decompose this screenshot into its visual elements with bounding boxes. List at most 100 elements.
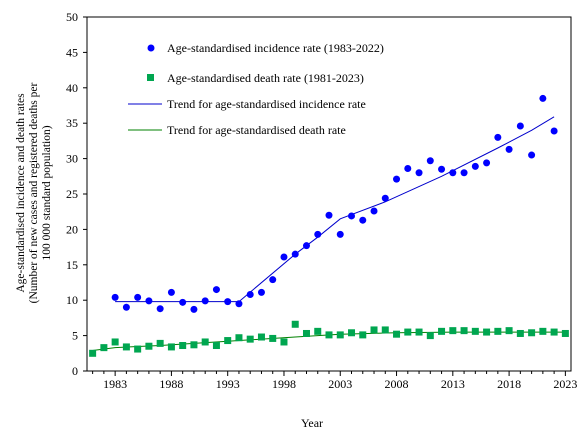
death-point [359, 331, 367, 339]
incidence-point [550, 127, 558, 135]
death-point [348, 329, 356, 337]
incidence-point [156, 305, 164, 313]
incidence-point [302, 242, 310, 250]
x-tick-label: 2018 [497, 377, 521, 391]
x-tick-label: 2013 [441, 377, 465, 391]
death-point [483, 328, 491, 336]
legend-marker-death [147, 74, 154, 81]
death-point [426, 332, 434, 340]
death-point [528, 329, 536, 337]
death-point [471, 327, 479, 335]
death-point [381, 326, 389, 334]
death-point [449, 327, 457, 335]
death-point [550, 328, 558, 336]
y-tick-label: 50 [66, 10, 78, 24]
incidence-point [393, 175, 401, 183]
incidence-point [134, 293, 142, 301]
y-tick-label: 10 [66, 293, 78, 307]
y-tick-label: 5 [72, 329, 78, 343]
x-tick-label: 2003 [328, 377, 352, 391]
death-point [393, 330, 401, 338]
incidence-point [348, 212, 356, 220]
legend: Age-standardised incidence rate (1983-20… [128, 41, 384, 137]
y-tick-label: 30 [66, 152, 78, 166]
incidence-point [539, 94, 547, 102]
incidence-point [212, 286, 220, 294]
incidence-point [449, 169, 457, 177]
incidence-point [438, 165, 446, 173]
x-tick-label: 1993 [216, 377, 240, 391]
death-point [156, 339, 164, 347]
y-axis-label-line-2: (Number of new cases and registered deat… [28, 83, 40, 304]
y-axis-label: Age-standardised incidence and death rat… [15, 83, 53, 304]
incidence-point [516, 122, 524, 130]
incidence-trend-line [115, 116, 555, 303]
death-point [494, 327, 502, 335]
incidence-point [359, 216, 367, 224]
death-point [438, 327, 446, 335]
incidence-point [122, 303, 130, 311]
death-point [269, 334, 277, 342]
x-axis-label: Year [301, 416, 323, 430]
y-tick-label: 35 [66, 116, 78, 130]
death-point [280, 338, 288, 346]
incidence-point [269, 276, 277, 284]
death-point [516, 329, 524, 337]
death-point [246, 335, 254, 343]
legend-label-death-trend: Trend for age-standardised death rate [167, 123, 346, 137]
incidence-point [145, 297, 153, 305]
incidence-point [280, 253, 288, 261]
incidence-point [494, 133, 502, 141]
incidence-point [381, 194, 389, 202]
y-tick-label: 40 [66, 81, 78, 95]
incidence-point [505, 145, 513, 153]
incidence-point [336, 230, 344, 238]
legend-label-death: Age-standardised death rate (1981-2023) [167, 71, 364, 85]
death-point [167, 343, 175, 351]
y-tick-label: 25 [66, 187, 78, 201]
x-tick-label: 2023 [553, 377, 577, 391]
incidence-point [471, 162, 479, 170]
y-tick-label: 15 [66, 258, 78, 272]
incidence-point [257, 288, 265, 296]
x-tick-label: 2008 [385, 377, 409, 391]
incidence-point [190, 305, 198, 313]
death-point [336, 331, 344, 339]
y-tick-label: 0 [72, 364, 78, 378]
death-point [505, 327, 513, 335]
death-point [224, 337, 232, 345]
incidence-point [291, 250, 299, 258]
death-point [212, 342, 220, 350]
incidence-point [111, 293, 119, 301]
legend-label-incidence: Age-standardised incidence rate (1983-20… [167, 41, 384, 55]
death-point [179, 342, 187, 350]
death-point [235, 334, 243, 342]
y-tick-label: 45 [66, 45, 78, 59]
death-point [404, 328, 412, 336]
incidence-point [325, 211, 333, 219]
incidence-point [404, 165, 412, 173]
death-point [122, 343, 130, 351]
death-point [561, 329, 569, 337]
y-axis-label-line-1: Age-standardised incidence and death rat… [15, 93, 27, 293]
x-tick-label: 1983 [103, 377, 127, 391]
death-point [325, 331, 333, 339]
incidence-point [167, 288, 175, 296]
x-tick-label: 1988 [159, 377, 183, 391]
incidence-point [246, 291, 254, 299]
incidence-point [415, 169, 423, 177]
death-point [415, 328, 423, 336]
death-point [111, 338, 119, 346]
incidence-point [201, 297, 209, 305]
death-point [134, 345, 142, 353]
death-point [100, 344, 108, 352]
death-point [145, 342, 153, 350]
death-point [370, 326, 378, 334]
y-tick-label: 20 [66, 222, 78, 236]
death-point [190, 341, 198, 349]
incidence-point [370, 207, 378, 215]
death-point [539, 327, 547, 335]
legend-marker-incidence [147, 44, 155, 52]
death-point [314, 327, 322, 335]
